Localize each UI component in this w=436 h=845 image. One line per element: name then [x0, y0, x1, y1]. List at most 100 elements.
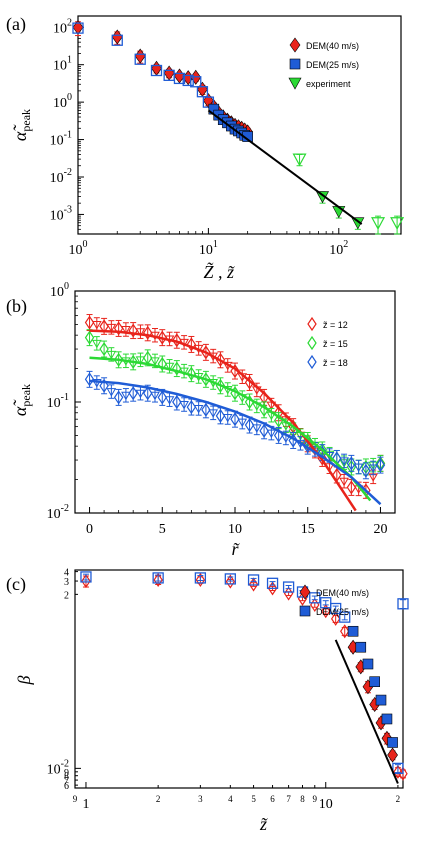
data-point-b	[113, 352, 124, 367]
plot-frame-a	[77, 15, 402, 235]
x-axis-label-a: Z̃ , z̃	[203, 262, 235, 282]
legend-a-label: DEM(40 m/s)	[306, 41, 359, 51]
y-tick-label-a: 10-2	[50, 167, 72, 186]
data-point-a	[163, 65, 175, 81]
data-point-c	[387, 747, 398, 763]
legend-b-marker	[307, 335, 317, 351]
x-tick-label-c: 9	[73, 794, 78, 804]
legend-a-marker	[289, 58, 301, 70]
data-point-c	[320, 597, 332, 609]
data-point-b	[106, 350, 117, 360]
legend-b-label: z̃ = 12	[323, 320, 348, 330]
y-tick-label-c: 9	[64, 768, 69, 779]
y-axis-label-a: α̃peak	[10, 109, 33, 141]
data-point-b	[201, 402, 211, 417]
data-point-b	[244, 417, 255, 433]
data-point-c	[375, 694, 387, 706]
data-point-c	[225, 574, 236, 589]
plot-frame-c	[74, 569, 404, 789]
legend-a: DEM(40 m/s) DEM(25 m/s) experiment	[288, 37, 359, 90]
y-axis-label-c: β	[14, 675, 34, 685]
data-point-b	[84, 330, 95, 345]
data-point-b	[230, 412, 240, 427]
legend-a-label: experiment	[306, 79, 351, 89]
x-tick-label-b: 10	[228, 522, 242, 537]
data-point-b	[84, 315, 95, 330]
data-point-c	[80, 571, 92, 583]
data-point-a	[182, 74, 194, 87]
data-point-c	[392, 762, 404, 775]
x-tick-label-c: 6	[270, 794, 275, 804]
data-point-c	[397, 598, 409, 610]
legend-b-label: z̃ = 18	[323, 358, 348, 368]
x-axis-label-b: r̃	[231, 539, 240, 559]
x-tick-label-b: 5	[159, 522, 166, 537]
data-point-b	[84, 372, 95, 387]
data-point-b	[186, 337, 197, 352]
x-tick-label-a: 100	[69, 239, 88, 258]
legend-b: z̃ = 12 z̃ = 15 z̃ = 18	[307, 316, 348, 370]
x-tick-label-a: 102	[329, 239, 348, 258]
data-point-c	[330, 611, 341, 626]
fit-curve-b	[89, 379, 382, 506]
data-point-b	[208, 409, 219, 418]
data-point-b	[143, 386, 153, 401]
x-tick-label-c: 8	[300, 794, 305, 804]
x-tick-label-c: 4	[228, 794, 233, 804]
data-point-c	[194, 572, 207, 584]
data-point-b	[375, 458, 386, 473]
data-point-b	[186, 366, 197, 381]
legend-c-label: DEM(40 m/s)	[316, 588, 369, 598]
data-point-c	[330, 602, 342, 615]
data-point-a	[202, 96, 215, 108]
data-point-b	[91, 379, 102, 388]
data-point-a	[196, 86, 209, 98]
panel-label-b: (b)	[6, 296, 27, 317]
data-point-c	[362, 658, 374, 670]
data-point-c	[153, 572, 163, 588]
y-tick-label-a: 100	[53, 92, 72, 111]
data-point-b	[106, 388, 117, 397]
x-tick-label-c: 10	[319, 797, 333, 812]
data-point-b	[150, 357, 160, 366]
legend-a-marker	[289, 37, 301, 53]
data-point-a	[134, 53, 146, 65]
data-point-c	[282, 581, 295, 593]
data-point-a	[390, 217, 405, 230]
y-tick-label-c: 10-2	[47, 758, 69, 777]
legend-a-label: DEM(25 m/s)	[306, 60, 359, 70]
data-point-b	[237, 418, 248, 428]
data-point-c	[266, 577, 279, 589]
fit-curve-b	[89, 356, 372, 502]
data-point-a	[150, 64, 163, 77]
x-tick-label-c: 1	[82, 797, 89, 812]
data-point-b	[121, 391, 131, 401]
data-point-b	[230, 363, 240, 379]
x-tick-label-c: 5	[251, 794, 256, 804]
data-point-c	[309, 592, 321, 604]
x-tick-label-b: 20	[373, 522, 387, 537]
y-tick-label-b: 10-2	[47, 503, 69, 522]
x-tick-label-b: 15	[301, 522, 315, 537]
data-point-c	[340, 624, 350, 639]
data-point-b	[99, 378, 109, 393]
panel-label-a: (a)	[6, 14, 26, 35]
data-point-b	[179, 401, 189, 410]
y-tick-label-b: 100	[50, 281, 69, 300]
y-axis-label-b: α̃peak	[10, 384, 33, 416]
y-tick-label-a: 101	[53, 55, 72, 74]
data-point-a	[111, 34, 123, 46]
legend-c-marker	[299, 605, 311, 617]
data-point-b	[135, 356, 146, 365]
data-point-c	[321, 604, 331, 619]
data-point-b	[164, 396, 175, 405]
data-point-a	[292, 153, 307, 167]
data-point-b	[135, 389, 146, 399]
data-point-b	[106, 323, 117, 333]
data-point-c	[152, 572, 164, 584]
legend-c: DEM(40 m/s) DEM(25 m/s)	[299, 584, 369, 617]
data-point-b	[164, 362, 175, 372]
data-point-a	[72, 19, 84, 35]
data-point-b	[339, 457, 349, 466]
